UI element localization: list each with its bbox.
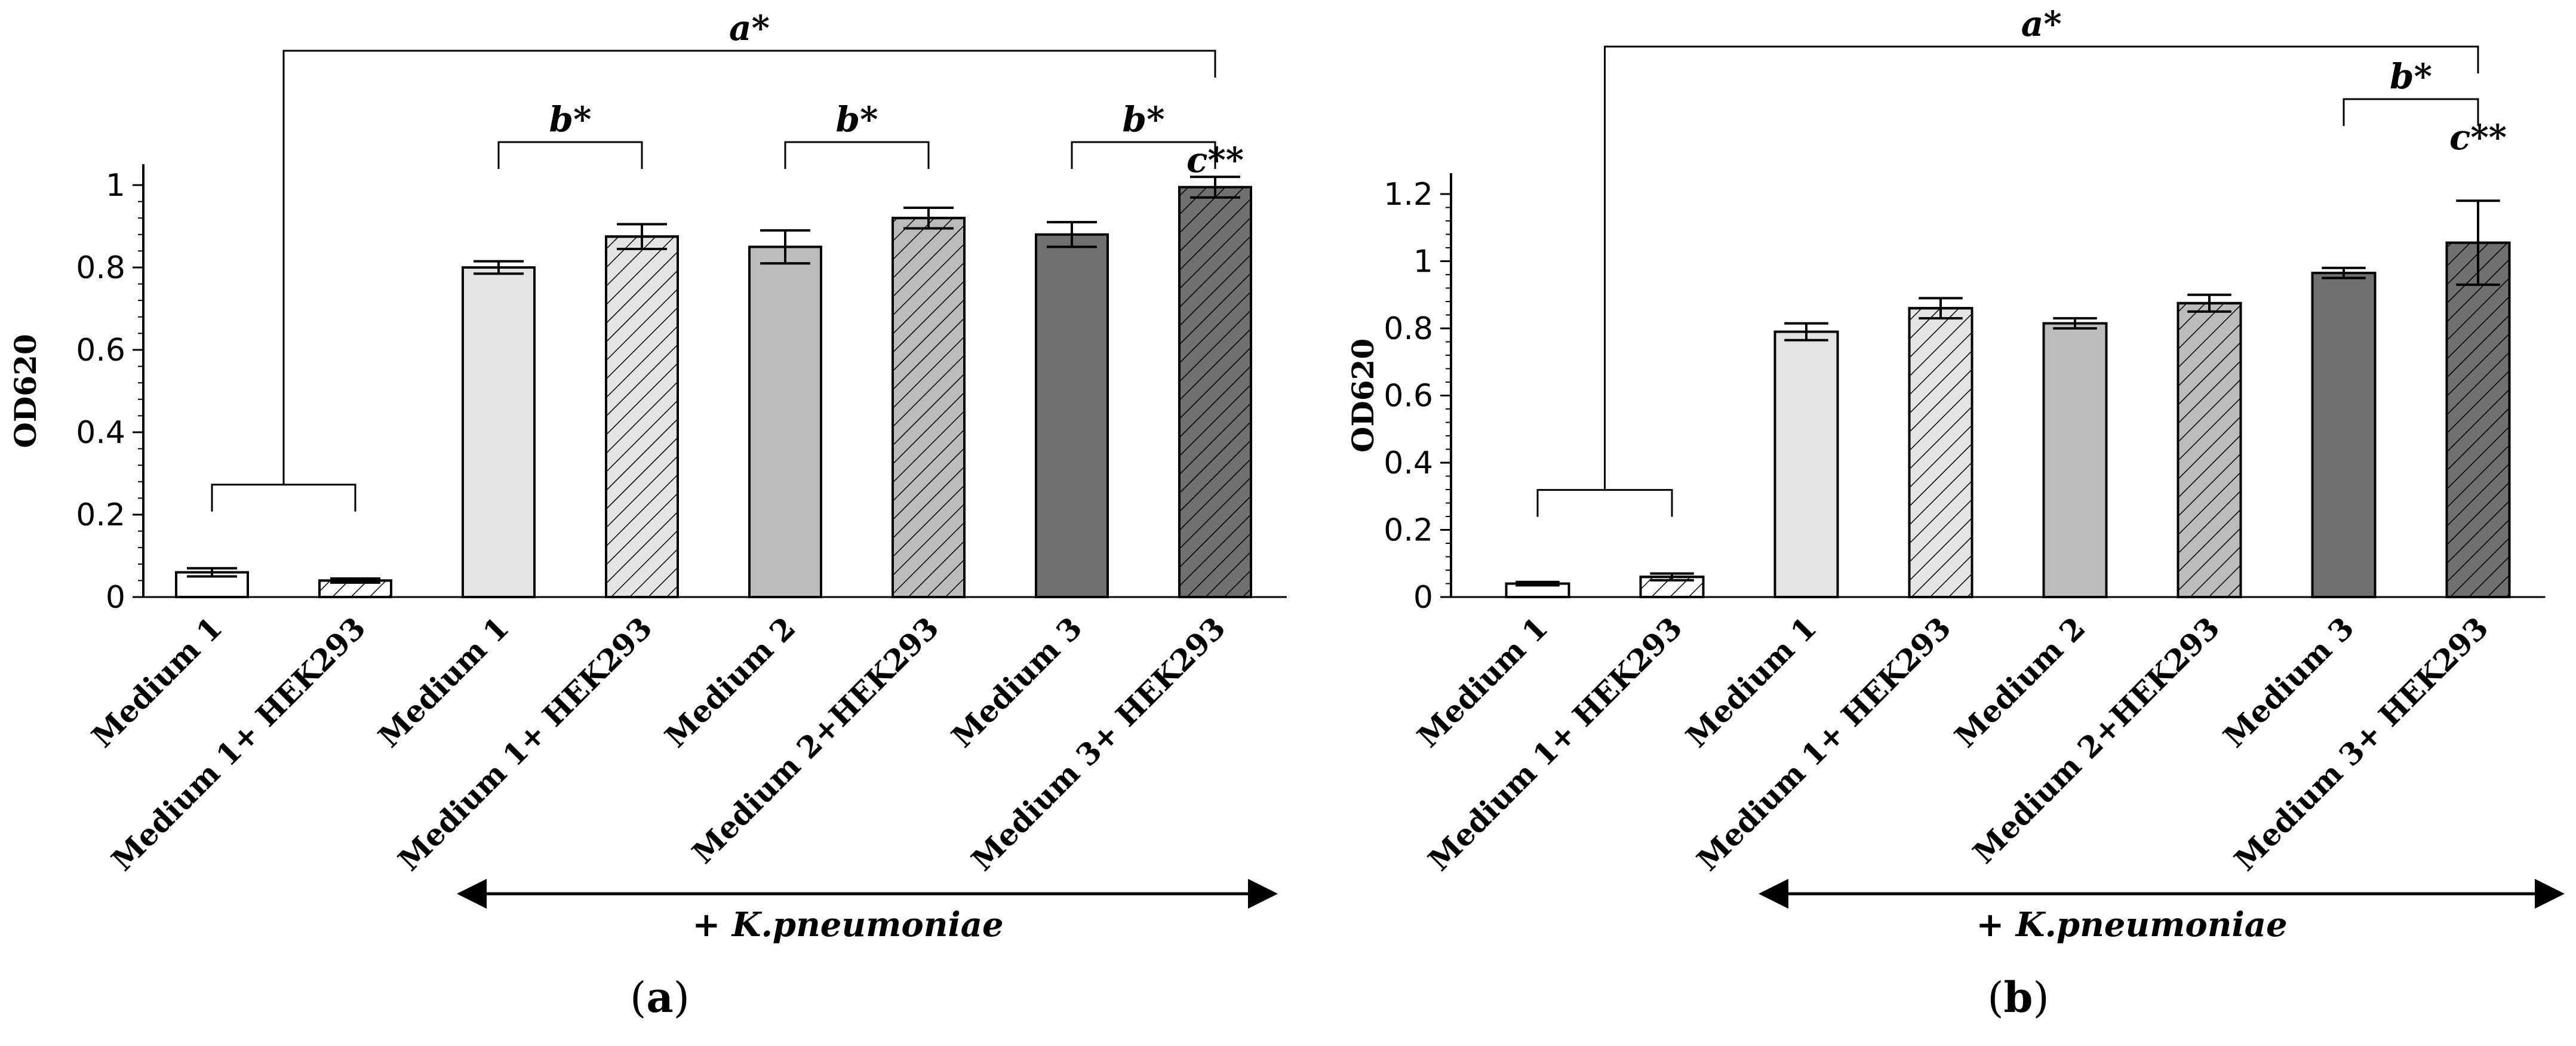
category-label: Medium 1 bbox=[1410, 610, 1555, 755]
category-label: Medium 3 bbox=[2217, 610, 2361, 755]
significance-label: c** bbox=[2449, 117, 2507, 158]
category-label: Medium 1+ HEK293 bbox=[391, 610, 659, 878]
y-tick-label: 0.6 bbox=[1384, 379, 1433, 414]
group-arrow-label-organism: K.pneumoniae bbox=[731, 905, 1004, 945]
significance-bracket bbox=[2343, 98, 2479, 126]
category-label: Medium 1+ HEK293 bbox=[1421, 610, 1689, 878]
bar-hatch bbox=[1178, 186, 1252, 598]
category-label: Medium 2+HEK293 bbox=[1966, 610, 2226, 870]
group-arrow-label-organism: K.pneumoniae bbox=[2015, 905, 2288, 945]
group-arrow-label: + K.pneumoniae bbox=[692, 905, 1003, 945]
bar bbox=[2311, 272, 2377, 598]
group-arrow-label: + K.pneumoniae bbox=[1976, 905, 2287, 945]
y-tick-label: 1 bbox=[1413, 244, 1433, 280]
significance-sub-bracket bbox=[1536, 489, 1673, 517]
bar bbox=[1035, 233, 1109, 598]
bar-hatch bbox=[605, 235, 679, 598]
y-tick-label: 0.2 bbox=[76, 497, 125, 533]
significance-label: b* bbox=[2390, 56, 2432, 97]
y-tick-label: 0.4 bbox=[1384, 445, 1433, 481]
significance-label: b* bbox=[836, 99, 878, 140]
panel-label-open: ( bbox=[1987, 973, 2003, 1022]
category-label: Medium 2 bbox=[658, 610, 803, 755]
significance-label: c** bbox=[1186, 140, 1244, 180]
significance-bracket bbox=[1071, 141, 1216, 169]
category-label: Medium 3+ HEK293 bbox=[964, 610, 1232, 878]
panel-label: (a) bbox=[630, 973, 690, 1022]
significance-bracket bbox=[497, 141, 643, 169]
bar-hatch bbox=[892, 217, 966, 598]
bar-hatch bbox=[2445, 241, 2511, 598]
category-label: Medium 1 bbox=[1679, 610, 1824, 755]
category-label: Medium 1+ HEK293 bbox=[104, 610, 372, 878]
panel-label-letter: b bbox=[2004, 973, 2033, 1022]
category-label: Medium 1 bbox=[85, 610, 229, 755]
panel-label-close: ) bbox=[2033, 973, 2049, 1022]
significance-bracket bbox=[784, 141, 930, 169]
category-label: Medium 2+HEK293 bbox=[685, 610, 945, 870]
panel-label-close: ) bbox=[674, 973, 690, 1022]
y-tick-label: 1.2 bbox=[1384, 177, 1433, 213]
category-label: Medium 1+ HEK293 bbox=[1690, 610, 1957, 878]
panel-label-open: ( bbox=[630, 973, 646, 1022]
y-tick-label: 0 bbox=[106, 580, 125, 616]
bar-hatch bbox=[2177, 302, 2242, 598]
bar-hatch bbox=[1908, 307, 1974, 598]
y-tick-label: 0.8 bbox=[76, 250, 125, 286]
y-tick-label: 0.8 bbox=[1384, 311, 1433, 347]
group-arrow-label-prefix: + bbox=[692, 905, 731, 945]
significance-bracket bbox=[1604, 45, 2479, 490]
significance-label: a* bbox=[729, 8, 770, 48]
y-axis-title: OD620 bbox=[1345, 339, 1381, 453]
category-label: Medium 2 bbox=[1948, 610, 2092, 755]
significance-label: b* bbox=[549, 99, 592, 140]
group-arrow-label-prefix: + bbox=[1976, 905, 2015, 945]
significance-bracket bbox=[282, 50, 1216, 485]
bar bbox=[2042, 322, 2108, 598]
y-tick-label: 1 bbox=[106, 168, 125, 204]
bar bbox=[748, 245, 822, 598]
y-tick-label: 0.4 bbox=[76, 415, 125, 451]
category-label: Medium 3 bbox=[945, 610, 1089, 755]
y-axis-title: OD620 bbox=[8, 334, 43, 448]
category-label: Medium 3+ HEK293 bbox=[2227, 610, 2495, 878]
significance-label: b* bbox=[1123, 99, 1165, 140]
y-tick-label: 0.6 bbox=[76, 333, 125, 368]
y-tick-label: 0.2 bbox=[1384, 513, 1433, 549]
significance-sub-bracket bbox=[211, 484, 356, 512]
panel-label: (b) bbox=[1987, 973, 2049, 1022]
panel-label-letter: a bbox=[646, 973, 673, 1022]
y-tick-label: 0 bbox=[1413, 580, 1433, 616]
bar bbox=[462, 266, 536, 598]
significance-label: a* bbox=[2021, 4, 2062, 44]
category-label: Medium 1 bbox=[371, 610, 516, 755]
bar bbox=[1773, 330, 1839, 598]
